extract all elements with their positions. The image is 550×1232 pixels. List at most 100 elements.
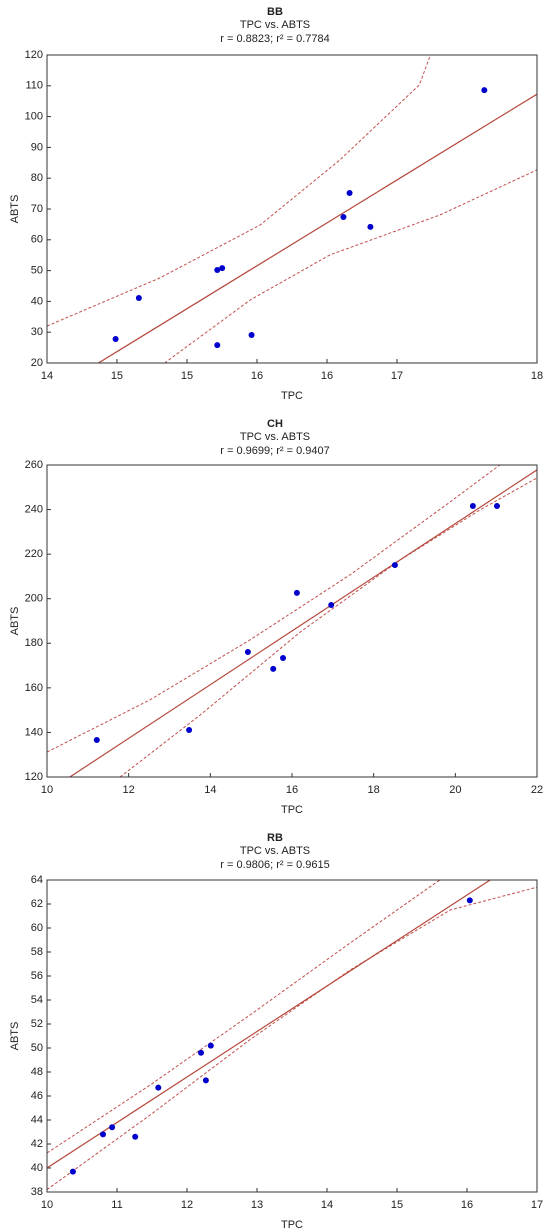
y-tick-label: 200 bbox=[25, 593, 43, 605]
x-tick-label: 16 bbox=[251, 370, 263, 382]
data-point bbox=[109, 1124, 116, 1131]
x-tick-label: 15 bbox=[181, 370, 193, 382]
y-axis-label: ABTS bbox=[9, 607, 21, 636]
data-point bbox=[207, 1042, 214, 1049]
data-point bbox=[214, 342, 221, 349]
data-point bbox=[219, 265, 226, 272]
confidence-band bbox=[47, 886, 537, 1191]
x-tick-label: 16 bbox=[321, 370, 333, 382]
data-point bbox=[248, 331, 255, 338]
y-tick-label: 240 bbox=[25, 503, 43, 515]
x-tick-label: 16 bbox=[286, 784, 298, 796]
data-point bbox=[346, 189, 353, 196]
y-tick-label: 140 bbox=[25, 726, 43, 738]
confidence-band bbox=[164, 169, 537, 363]
y-tick-label: 120 bbox=[25, 49, 43, 61]
plot-frame bbox=[46, 54, 538, 364]
y-tick-label: 100 bbox=[25, 111, 43, 123]
data-point bbox=[270, 665, 277, 672]
data-point bbox=[155, 1084, 162, 1091]
y-tick-label: 20 bbox=[31, 357, 43, 369]
x-axis-label: TPC bbox=[281, 390, 303, 402]
data-point bbox=[214, 266, 221, 273]
confidence-band bbox=[119, 477, 537, 777]
y-tick-label: 48 bbox=[31, 1066, 43, 1078]
x-tick-label: 14 bbox=[41, 370, 53, 382]
chart-subtitle: TPC vs. ABTS bbox=[240, 19, 310, 31]
data-point bbox=[100, 1131, 106, 1138]
x-tick-label: 15 bbox=[391, 1199, 403, 1211]
data-point bbox=[481, 87, 488, 94]
y-tick-label: 50 bbox=[31, 265, 43, 277]
y-tick-label: 60 bbox=[31, 922, 43, 934]
y-tick-label: 120 bbox=[25, 771, 43, 783]
chart-title: RB bbox=[267, 832, 283, 844]
x-tick-label: 16 bbox=[461, 1199, 473, 1211]
x-tick-label: 20 bbox=[449, 784, 461, 796]
x-axis-label: TPC bbox=[281, 804, 303, 816]
data-point bbox=[293, 589, 300, 596]
data-point bbox=[493, 503, 500, 510]
y-tick-label: 30 bbox=[31, 326, 43, 338]
data-point bbox=[340, 214, 347, 221]
y-axis-label: ABTS bbox=[9, 1022, 21, 1051]
x-tick-label: 15 bbox=[111, 370, 123, 382]
plot-frame bbox=[46, 464, 538, 778]
annotation: r = 0.8823; r² = 0.7784 bbox=[220, 33, 329, 45]
confidence-band bbox=[47, 880, 440, 1154]
confidence-band bbox=[47, 465, 501, 753]
regression-line bbox=[47, 880, 491, 1169]
y-tick-label: 62 bbox=[31, 898, 43, 910]
y-tick-label: 56 bbox=[31, 970, 43, 982]
data-point bbox=[69, 1168, 76, 1175]
x-tick-label: 13 bbox=[251, 1199, 263, 1211]
x-tick-label: 11 bbox=[111, 1199, 122, 1211]
y-tick-label: 90 bbox=[31, 141, 43, 153]
annotation: r = 0.9806; r² = 0.9615 bbox=[220, 859, 329, 871]
y-tick-label: 70 bbox=[31, 203, 43, 215]
data-point bbox=[244, 648, 251, 655]
y-tick-label: 38 bbox=[31, 1186, 43, 1198]
regression-line bbox=[98, 93, 537, 363]
chart-title: CH bbox=[267, 418, 283, 430]
y-tick-label: 40 bbox=[31, 1162, 43, 1174]
y-tick-label: 60 bbox=[31, 234, 43, 246]
data-point bbox=[367, 223, 374, 230]
data-point bbox=[328, 601, 335, 608]
y-tick-label: 46 bbox=[31, 1090, 43, 1102]
y-tick-label: 64 bbox=[31, 874, 43, 886]
y-axis-label: ABTS bbox=[9, 195, 21, 224]
y-tick-label: 80 bbox=[31, 172, 43, 184]
y-tick-label: 44 bbox=[31, 1114, 43, 1126]
chart-title: BB bbox=[267, 6, 283, 18]
data-point bbox=[391, 562, 398, 569]
y-tick-label: 180 bbox=[25, 637, 43, 649]
x-tick-label: 18 bbox=[531, 370, 543, 382]
y-tick-label: 160 bbox=[25, 682, 43, 694]
x-tick-label: 12 bbox=[123, 784, 135, 796]
x-tick-label: 22 bbox=[531, 784, 543, 796]
y-tick-label: 220 bbox=[25, 548, 43, 560]
chart-subtitle: TPC vs. ABTS bbox=[240, 845, 310, 857]
data-point bbox=[280, 654, 287, 661]
x-tick-label: 12 bbox=[181, 1199, 193, 1211]
data-point bbox=[466, 897, 473, 904]
x-tick-label: 17 bbox=[531, 1199, 543, 1211]
x-tick-label: 14 bbox=[204, 784, 216, 796]
annotation: r = 0.9699; r² = 0.9407 bbox=[220, 445, 329, 457]
y-tick-label: 42 bbox=[31, 1138, 43, 1150]
confidence-band bbox=[47, 55, 431, 327]
y-tick-label: 54 bbox=[31, 994, 43, 1006]
y-tick-label: 110 bbox=[25, 80, 43, 92]
data-point bbox=[112, 335, 119, 342]
data-point bbox=[469, 503, 476, 510]
x-tick-label: 18 bbox=[368, 784, 380, 796]
plot-frame bbox=[46, 879, 538, 1193]
data-point bbox=[135, 295, 142, 302]
y-tick-label: 52 bbox=[31, 1018, 43, 1030]
x-tick-label: 14 bbox=[321, 1199, 333, 1211]
